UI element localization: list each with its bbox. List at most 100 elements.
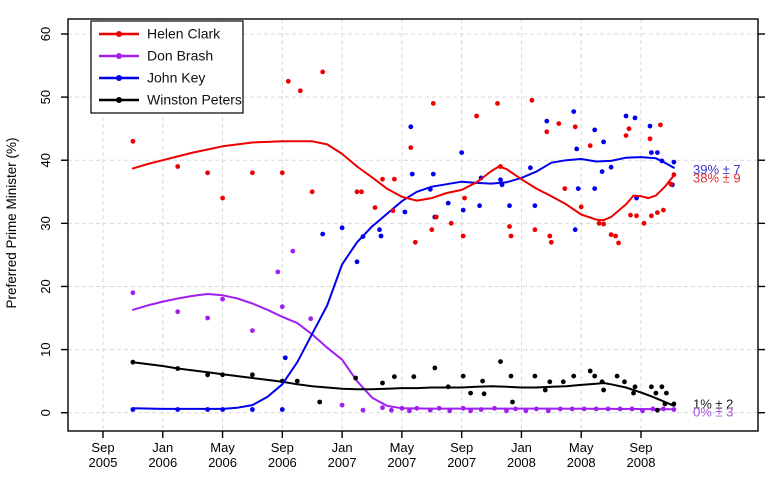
winston-peters-point: [498, 359, 503, 364]
john-key-point: [250, 407, 255, 412]
don-brash-point: [534, 406, 539, 412]
winston-peters-point: [175, 366, 181, 371]
x-tick-label: Sep 2008: [627, 440, 656, 470]
don-brash-point: [593, 406, 599, 412]
john-key-point: [499, 182, 505, 188]
winston-peters-point: [508, 373, 514, 379]
john-key-point: [592, 186, 598, 192]
don-brash-point: [513, 406, 518, 412]
don-brash-point: [407, 408, 412, 414]
john-key-point: [402, 209, 408, 215]
y-tick-label: 60: [38, 27, 53, 41]
don-brash-point: [220, 296, 226, 302]
x-tick-label: Jan 2007: [328, 440, 357, 470]
helen-clark-point: [661, 207, 666, 213]
don-brash-point: [339, 402, 345, 408]
helen-clark-point: [462, 195, 467, 201]
y-tick-label: 40: [38, 153, 53, 167]
helen-clark-point: [175, 164, 181, 169]
don-brash-point: [436, 405, 442, 411]
don-brash-point: [581, 406, 587, 412]
helen-clark-point: [507, 224, 512, 229]
john-key-point: [360, 234, 366, 240]
helen-clark-point: [205, 170, 211, 176]
don-brash-point: [399, 405, 405, 411]
winston-peters-point: [353, 375, 358, 381]
final-value-annotation: 39% ± 7: [693, 162, 741, 177]
john-key-point: [339, 225, 345, 231]
helen-clark-point: [250, 170, 255, 176]
don-brash-point: [447, 408, 453, 414]
winston-peters-point: [662, 401, 668, 407]
don-brash-point: [380, 405, 385, 411]
helen-clark-point: [474, 113, 479, 119]
john-key-trend-line: [131, 156, 675, 410]
john-key-point: [601, 139, 606, 145]
helen-clark-point: [359, 189, 364, 195]
helen-clark-point: [562, 186, 568, 192]
john-key-point: [528, 165, 533, 171]
helen-clark-point: [668, 181, 674, 187]
don-brash-point: [569, 406, 575, 412]
helen-clark-point: [548, 239, 554, 245]
x-tick-label: Sep 2007: [447, 440, 476, 470]
john-key-point: [592, 127, 598, 133]
legend-label: Helen Clark: [147, 26, 221, 42]
helen-clark-point: [608, 232, 614, 238]
winston-peters-point: [587, 368, 593, 374]
helen-clark-point: [532, 227, 538, 233]
helen-clark-point: [647, 136, 653, 142]
helen-clark-point: [220, 195, 226, 201]
winston-peters-point: [460, 373, 466, 379]
don-brash-point: [671, 407, 677, 412]
winston-peters-point: [631, 390, 636, 396]
helen-clark-point: [498, 164, 503, 169]
john-key-point: [320, 231, 326, 237]
winston-peters-trend-line: [131, 361, 675, 407]
helen-clark-point: [556, 121, 562, 126]
john-key-point: [427, 186, 433, 192]
x-tick-label: Sep 2006: [268, 440, 297, 470]
don-brash-point: [308, 316, 314, 322]
final-value-annotation: 1% ± 2: [693, 396, 733, 411]
john-key-point: [544, 118, 550, 124]
don-brash-point: [279, 304, 285, 310]
don-brash-point: [250, 328, 255, 333]
don-brash-point: [617, 406, 623, 412]
winston-peters-point: [250, 372, 255, 378]
don-brash-point: [605, 406, 611, 412]
winston-peters-point: [468, 390, 473, 396]
don-brash-point: [661, 406, 666, 412]
winston-peters-point: [649, 384, 654, 390]
john-key-point: [659, 158, 665, 164]
john-key-point: [507, 203, 512, 209]
john-key-point: [378, 233, 384, 239]
helen-clark-point: [429, 227, 435, 233]
helen-clark-point: [130, 138, 136, 144]
john-key-point: [460, 207, 466, 213]
don-brash-point: [545, 408, 551, 414]
helen-clark-point: [448, 220, 454, 226]
y-tick-label: 50: [38, 90, 53, 104]
plot-box: [67, 18, 759, 432]
helen-clark-point: [390, 208, 396, 214]
john-key-point: [571, 109, 577, 114]
helen-clark-point: [628, 212, 633, 218]
don-brash-point: [629, 406, 635, 412]
helen-clark-point: [578, 204, 584, 210]
winston-peters-point: [614, 373, 620, 379]
john-key-point: [532, 203, 538, 209]
winston-peters-point: [380, 380, 385, 386]
helen-clark-point: [508, 233, 514, 239]
helen-clark-point: [613, 233, 618, 239]
y-tick-label: 20: [38, 279, 53, 293]
winston-peters-point: [317, 399, 323, 405]
legend-point-marker: [116, 31, 122, 37]
winston-peters-point: [432, 365, 438, 371]
don-brash-point: [640, 408, 645, 414]
don-brash-point: [523, 408, 529, 414]
helen-clark-point: [547, 233, 553, 239]
john-key-point: [220, 407, 226, 412]
